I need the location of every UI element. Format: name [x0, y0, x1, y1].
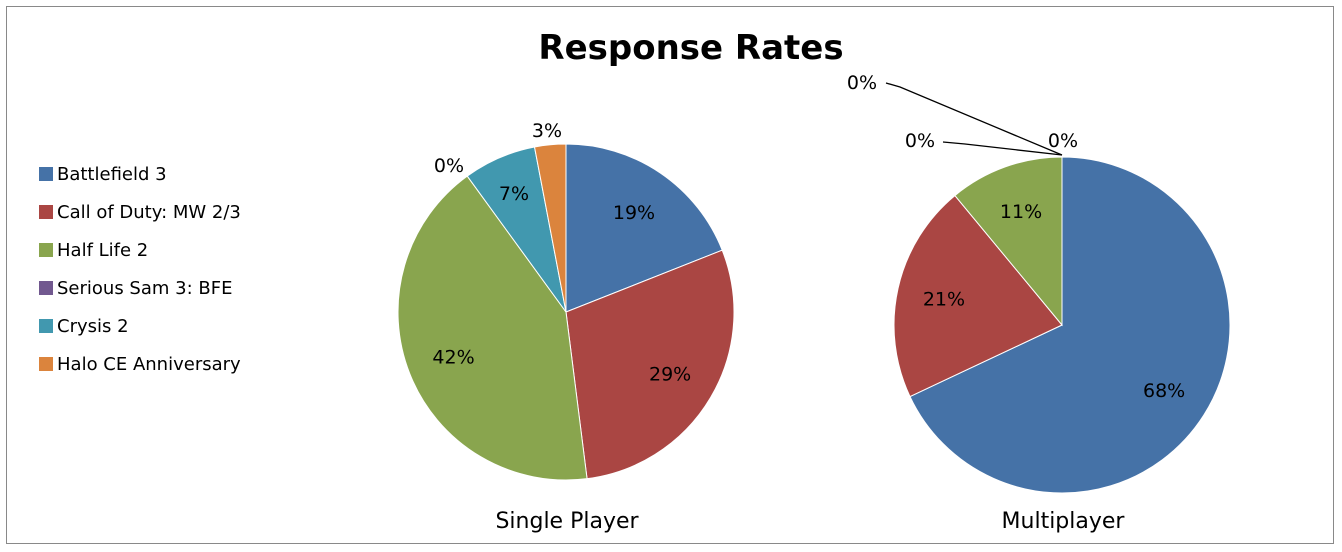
pie-slice-halo-ce-anniversary [533, 143, 567, 313]
legend-item-serious-sam-3: Serious Sam 3: BFE [39, 269, 241, 307]
data-label-battlefield-3: 68% [1143, 380, 1185, 402]
chart-area: Response Rates 19% 29% 42% 0% 7% 3% 68% 21% 11%… [6, 6, 1334, 544]
chart-canvas: Response Rates 19% 29% 42% 0% 7% 3% 68% 21% 11%… [397, 28, 1231, 534]
pie-slice-battlefield-3 [909, 156, 1231, 494]
legend-label: Call of Duty: MW 2/3 [57, 201, 241, 223]
data-label-crysis-2: 0% [1048, 130, 1078, 152]
legend-item-crysis-2: Crysis 2 [39, 307, 241, 345]
data-label-call-of-duty-mw-2-3: 29% [649, 364, 691, 386]
data-label-crysis-2: 7% [499, 183, 529, 205]
pie-slice-half-life-2 [954, 156, 1063, 327]
legend-item-call-of-duty: Call of Duty: MW 2/3 [39, 193, 241, 231]
legend-label: Half Life 2 [57, 239, 149, 261]
legend-item-halo-ce-anniversary: Halo CE Anniversary [39, 345, 241, 383]
data-label-call-of-duty-mw-2-3: 21% [923, 289, 965, 311]
legend-swatch [39, 205, 53, 219]
legend-swatch [39, 167, 53, 181]
pie-caption-multiplayer: Multiplayer [1002, 509, 1126, 534]
data-label-half-life-2: 42% [432, 347, 474, 369]
legend-swatch [39, 357, 53, 371]
legend-item-half-life-2: Half Life 2 [39, 231, 241, 269]
legend-swatch [39, 243, 53, 257]
data-label-serious-sam-3-bfe: 0% [905, 130, 935, 152]
data-label-halo-ce-anniversary: 3% [532, 120, 562, 142]
leader-line-serious-sam-3-bfe [942, 141, 1063, 156]
legend-label: Serious Sam 3: BFE [57, 277, 233, 299]
chart-legend: Battlefield 3 Call of Duty: MW 2/3 Half … [39, 155, 241, 383]
chart-title: Response Rates [538, 28, 843, 68]
pie-slice-battlefield-3 [565, 143, 723, 313]
pie-multiplayer: 68% 21% 11% 0% 0% 0% [847, 72, 1231, 494]
data-label-battlefield-3: 19% [613, 202, 655, 224]
legend-label: Battlefield 3 [57, 163, 167, 185]
pie-single-player: 19% 29% 42% 0% 7% 3% [397, 120, 735, 481]
legend-label: Crysis 2 [57, 315, 129, 337]
pie-caption-single-player: Single Player [495, 509, 639, 534]
data-label-serious-sam-3-bfe: 0% [434, 155, 464, 177]
legend-item-battlefield-3: Battlefield 3 [39, 155, 241, 193]
legend-swatch [39, 281, 53, 295]
pie-slice-call-of-duty-mw-2-3 [893, 194, 1063, 398]
leader-line-halo-ce-anniversary [885, 82, 1063, 156]
pie-slice-call-of-duty-mw-2-3 [565, 249, 735, 480]
pie-slice-half-life-2 [397, 175, 588, 481]
data-label-halo-ce-anniversary: 0% [847, 72, 877, 94]
legend-swatch [39, 319, 53, 333]
legend-label: Halo CE Anniversary [57, 353, 241, 375]
data-label-half-life-2: 11% [1000, 201, 1042, 223]
